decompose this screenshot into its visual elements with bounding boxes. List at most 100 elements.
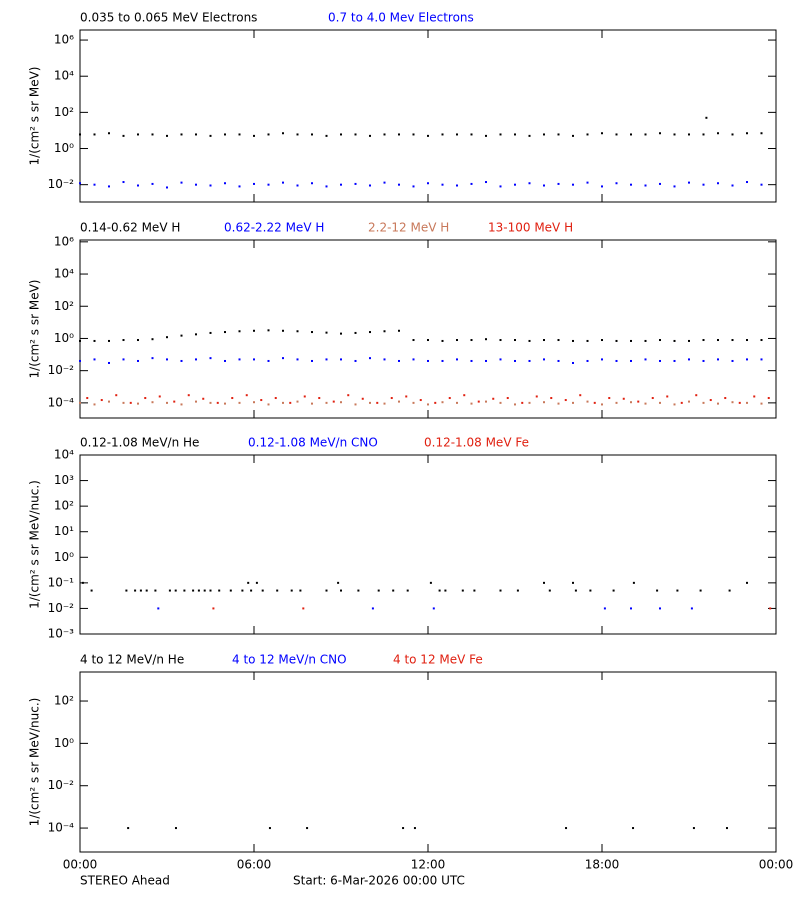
data-point — [296, 330, 299, 333]
data-point — [261, 589, 264, 592]
data-point — [311, 133, 313, 136]
data-point — [354, 403, 357, 406]
data-point — [108, 400, 110, 403]
legend-entry: 0.7 to 4.0 Mev Electrons — [328, 11, 474, 25]
data-point — [369, 331, 371, 334]
data-point — [543, 339, 545, 342]
data-point — [444, 589, 447, 592]
data-point — [456, 133, 458, 136]
data-point — [760, 402, 763, 405]
data-point — [253, 182, 255, 185]
data-point — [746, 401, 748, 404]
data-point — [250, 589, 253, 592]
data-point — [690, 607, 693, 610]
data-point — [276, 589, 279, 592]
data-point — [630, 401, 632, 404]
data-point — [615, 133, 618, 136]
data-point — [441, 359, 444, 362]
data-point — [122, 339, 125, 342]
y-tick-label: 10⁻² — [48, 363, 75, 377]
data-point — [100, 399, 103, 402]
data-point — [630, 339, 632, 342]
data-point — [180, 181, 183, 184]
data-point — [218, 589, 221, 592]
data-point — [492, 397, 495, 400]
data-point — [238, 185, 241, 188]
y-tick-label: 10⁻² — [48, 601, 75, 615]
data-point — [340, 332, 342, 335]
data-point — [419, 399, 422, 402]
data-point — [589, 589, 592, 592]
data-point — [79, 339, 81, 342]
data-point — [371, 607, 374, 610]
y-tick-label: 10⁻² — [48, 177, 75, 191]
data-point — [340, 401, 342, 404]
data-point — [318, 397, 321, 400]
data-point — [499, 589, 502, 592]
data-point — [93, 339, 96, 342]
data-point — [151, 357, 154, 360]
data-point — [601, 403, 603, 406]
data-point — [303, 395, 306, 398]
data-point — [528, 134, 531, 137]
data-point — [702, 183, 705, 186]
data-point — [145, 589, 148, 592]
data-point — [499, 401, 502, 404]
data-point — [129, 401, 132, 404]
data-point — [209, 357, 212, 360]
data-point — [412, 358, 415, 361]
data-point — [673, 185, 676, 188]
data-point — [209, 134, 212, 137]
data-point — [354, 359, 357, 362]
data-point — [398, 183, 400, 186]
legend-entry: 0.14-0.62 MeV H — [80, 221, 180, 235]
data-point — [470, 133, 473, 136]
data-point — [340, 133, 342, 136]
data-point — [746, 132, 748, 135]
data-point — [296, 400, 299, 403]
data-point — [325, 185, 328, 188]
y-axis-label: 1/(cm² s sr MeV) — [28, 67, 42, 166]
data-point — [253, 134, 255, 137]
data-point — [325, 401, 328, 404]
data-point — [296, 358, 299, 361]
data-point — [601, 358, 603, 361]
start-label: Start: 6-Mar-2026 00:00 UTC — [293, 874, 465, 888]
data-point — [86, 397, 89, 400]
data-point — [268, 827, 271, 830]
data-point — [432, 607, 435, 610]
data-point — [311, 182, 313, 185]
data-point — [79, 359, 81, 362]
data-point — [209, 184, 212, 187]
data-point — [325, 331, 328, 334]
data-point — [441, 183, 444, 186]
data-point — [688, 358, 690, 361]
data-point — [514, 183, 516, 186]
data-point — [438, 589, 441, 592]
data-point — [289, 401, 292, 404]
data-point — [157, 607, 160, 610]
data-point — [506, 397, 509, 400]
data-point — [557, 133, 560, 136]
data-point — [695, 394, 698, 397]
data-point — [282, 401, 284, 404]
data-point — [427, 403, 429, 406]
data-point — [572, 581, 574, 584]
data-point — [485, 400, 487, 403]
data-point — [267, 183, 270, 186]
data-point — [354, 133, 357, 136]
data-point — [299, 589, 302, 592]
data-point — [427, 182, 429, 185]
data-point — [125, 589, 128, 592]
data-point — [108, 361, 110, 364]
data-point — [673, 133, 676, 136]
data-point — [253, 358, 255, 361]
y-tick-label: 10¹ — [54, 524, 74, 538]
data-point — [630, 359, 632, 362]
data-point — [325, 358, 328, 361]
data-point — [369, 357, 371, 360]
data-point — [427, 339, 429, 342]
data-point — [441, 133, 444, 136]
data-point — [340, 183, 342, 186]
data-point — [224, 133, 226, 136]
